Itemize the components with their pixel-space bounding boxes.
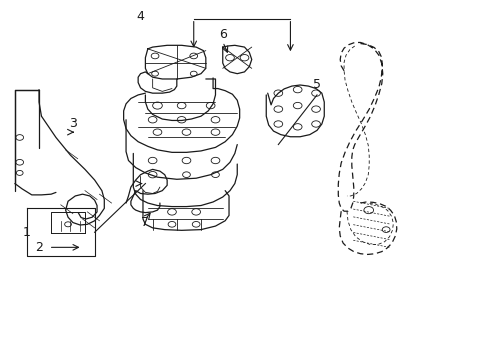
- Text: 7: 7: [141, 216, 149, 229]
- Text: 6: 6: [218, 28, 226, 41]
- Text: 1: 1: [23, 226, 31, 239]
- Text: 3: 3: [69, 117, 77, 130]
- Text: 4: 4: [136, 10, 144, 23]
- Text: 5: 5: [312, 78, 320, 91]
- Text: 2: 2: [35, 241, 43, 254]
